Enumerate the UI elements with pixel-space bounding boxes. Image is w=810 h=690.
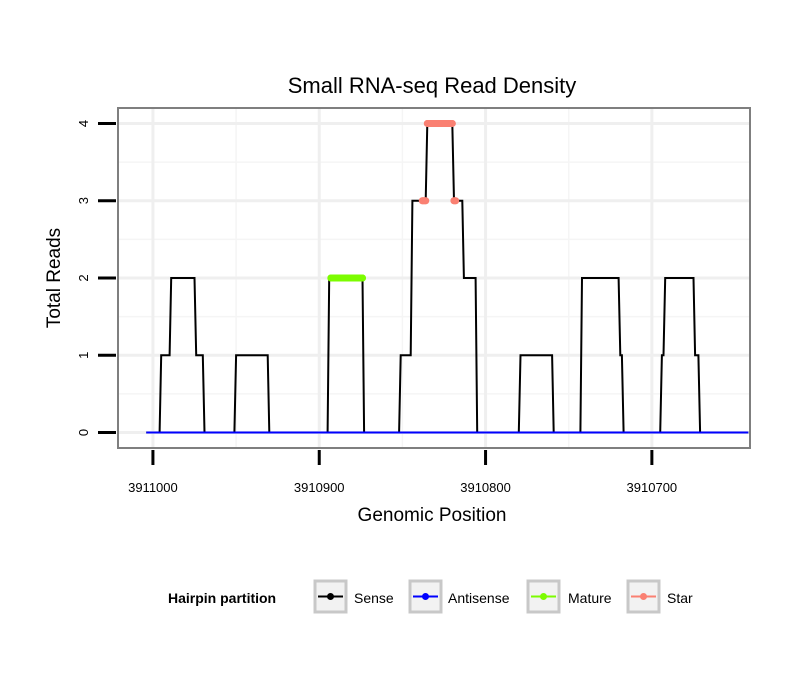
mature-point bbox=[358, 274, 366, 282]
y-tick-label: 3 bbox=[76, 197, 91, 204]
legend-item-antisense: Antisense bbox=[408, 579, 510, 614]
star-point bbox=[448, 119, 456, 127]
legend-label: Star bbox=[667, 590, 693, 606]
plot-area: 0 1 2 3 4 3911000 3910900 3910800 3910700 bbox=[76, 107, 751, 495]
star-point bbox=[452, 197, 460, 205]
legend-item-star: Star bbox=[626, 579, 693, 614]
y-tick-label: 4 bbox=[76, 120, 91, 127]
x-tick-label: 3911000 bbox=[128, 480, 178, 495]
legend-key-point bbox=[640, 593, 647, 600]
y-tick-label: 2 bbox=[76, 274, 91, 281]
legend-key-point bbox=[422, 593, 429, 600]
chart-title: Small RNA-seq Read Density bbox=[288, 73, 577, 98]
x-tick-label: 3910900 bbox=[294, 480, 345, 495]
y-tick-label: 1 bbox=[76, 352, 91, 359]
star-point bbox=[422, 197, 430, 205]
legend-key-point bbox=[327, 593, 334, 600]
legend-item-sense: Sense bbox=[313, 579, 394, 614]
legend-item-mature: Mature bbox=[526, 579, 612, 614]
legend-label: Sense bbox=[354, 590, 394, 606]
legend-label: Mature bbox=[568, 590, 612, 606]
x-tick-label: 3910800 bbox=[460, 480, 511, 495]
legend-key-point bbox=[540, 593, 547, 600]
y-tick-label: 0 bbox=[76, 429, 91, 436]
y-axis-title: Total Reads bbox=[44, 228, 65, 328]
x-axis-title: Genomic Position bbox=[358, 505, 507, 526]
x-tick-label: 3910700 bbox=[627, 480, 678, 495]
legend-title: Hairpin partition bbox=[168, 590, 276, 606]
legend-label: Antisense bbox=[448, 590, 510, 606]
legend: Hairpin partition Sense Antisense Mature St… bbox=[168, 579, 693, 614]
panel-border bbox=[117, 107, 751, 449]
